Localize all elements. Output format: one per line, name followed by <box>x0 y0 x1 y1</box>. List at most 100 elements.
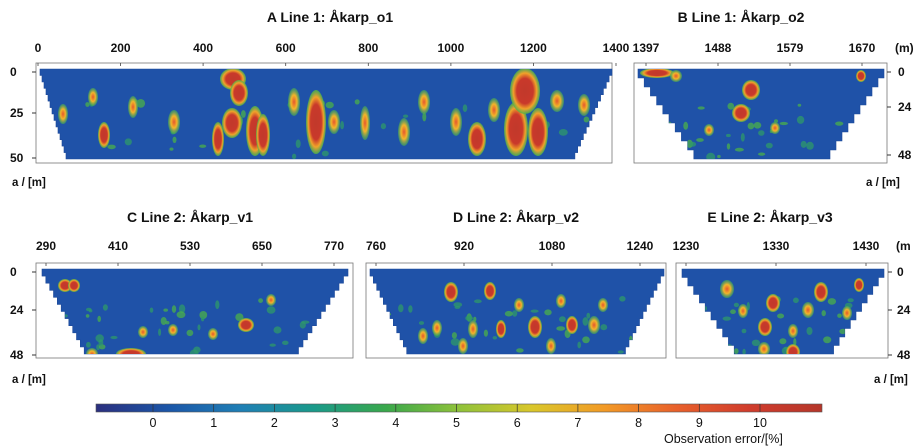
anomaly <box>458 338 468 354</box>
speckle <box>110 335 118 340</box>
anomaly <box>98 122 110 148</box>
speckle <box>512 310 518 317</box>
speckle <box>453 302 463 308</box>
anomaly <box>238 318 254 332</box>
speckle <box>340 121 344 130</box>
anomaly <box>786 344 800 354</box>
speckle <box>418 321 425 325</box>
y-tick-label: 48 <box>10 348 24 362</box>
speckle <box>492 336 497 340</box>
x-tick-label: 1670 <box>849 41 876 55</box>
error-anomalies <box>379 282 663 354</box>
speckle <box>797 103 802 107</box>
speckle <box>556 326 566 331</box>
speckle <box>158 328 162 336</box>
speckle <box>516 348 524 353</box>
speckle <box>241 110 246 118</box>
speckle <box>779 121 788 126</box>
speckle <box>107 144 116 150</box>
anomaly <box>842 306 852 320</box>
anomaly <box>766 294 780 312</box>
speckle <box>730 309 736 315</box>
anomaly <box>758 318 772 336</box>
colorbar-tick-label: 2 <box>271 416 278 430</box>
anomaly <box>510 69 540 114</box>
panel-letter: A <box>267 9 277 25</box>
colorbar-tick-label: 7 <box>574 416 581 430</box>
speckle <box>600 324 608 331</box>
anomaly <box>528 316 542 338</box>
speckle <box>558 129 568 136</box>
speckle <box>740 133 745 142</box>
speckle <box>796 115 805 124</box>
y-tick-label: 0 <box>10 65 17 79</box>
speckle <box>733 302 740 308</box>
anomaly <box>208 328 218 340</box>
speckle <box>839 328 847 334</box>
anomaly <box>770 122 780 134</box>
speckle <box>696 138 704 142</box>
anomaly <box>788 324 798 338</box>
panel-title: D Line 2: Åkarp_v2 <box>453 209 579 225</box>
speckle <box>751 339 761 346</box>
x-tick-label: 290 <box>36 239 56 253</box>
speckle <box>726 133 731 138</box>
panel-title-text: Line 1: Åkarp_o1 <box>276 9 393 25</box>
anomaly <box>168 110 180 134</box>
x-tick-label: 1330 <box>763 239 790 253</box>
speckle <box>85 314 90 318</box>
x-tick-label: 1397 <box>633 41 660 55</box>
speckle <box>733 348 739 354</box>
speckle <box>295 139 301 148</box>
speckle <box>617 350 624 354</box>
speckle <box>235 313 244 321</box>
speckle <box>753 122 762 129</box>
speckle <box>619 296 626 302</box>
anomaly <box>306 90 326 154</box>
speckle <box>86 341 91 348</box>
speckle <box>544 309 552 316</box>
speckle <box>403 114 409 118</box>
speckle <box>734 147 744 152</box>
anomaly <box>758 342 770 354</box>
pseudosection <box>41 268 349 355</box>
anomaly <box>418 328 428 344</box>
anomaly <box>450 108 462 136</box>
anomaly <box>360 106 370 140</box>
x-tick-label: 410 <box>108 239 128 253</box>
pseudosection <box>637 68 885 160</box>
colorbar-tick-label: 3 <box>332 416 339 430</box>
speckle <box>697 106 705 110</box>
speckle <box>779 338 787 345</box>
anomaly <box>588 316 600 334</box>
panel-c: C Line 2: Åkarp_v1 290 410 530 650 770 0 24 48 a … <box>10 209 354 386</box>
y-tick-label: 0 <box>10 265 17 279</box>
y-tick-label: 50 <box>10 151 24 165</box>
anomaly <box>484 282 496 300</box>
speckle <box>582 317 589 326</box>
x-unit-label: (m <box>896 239 911 253</box>
anomaly <box>814 282 828 302</box>
speckle <box>163 308 168 312</box>
y-tick-label: 48 <box>898 148 912 162</box>
anomaly <box>86 348 98 354</box>
speckle <box>727 102 735 110</box>
speckle <box>451 332 457 339</box>
anomaly <box>58 279 72 292</box>
anomaly <box>550 90 564 112</box>
colorbar: 0 1 2 3 4 5 6 7 8 9 10 Observation error/[%] <box>95 403 823 446</box>
speckle <box>689 141 697 147</box>
anomaly <box>138 326 148 338</box>
anomaly <box>68 279 80 292</box>
colorbar-tick-label: 8 <box>635 416 642 430</box>
x-tick-label: 0 <box>35 41 42 55</box>
speckle <box>577 341 581 349</box>
y-axis-label: a / [m] <box>874 374 908 386</box>
speckle <box>269 343 276 347</box>
speckle <box>178 304 186 314</box>
anomaly <box>230 80 248 106</box>
speckle <box>201 316 205 322</box>
speckle <box>258 298 263 303</box>
y-axis-label: a / [m] <box>12 177 46 189</box>
